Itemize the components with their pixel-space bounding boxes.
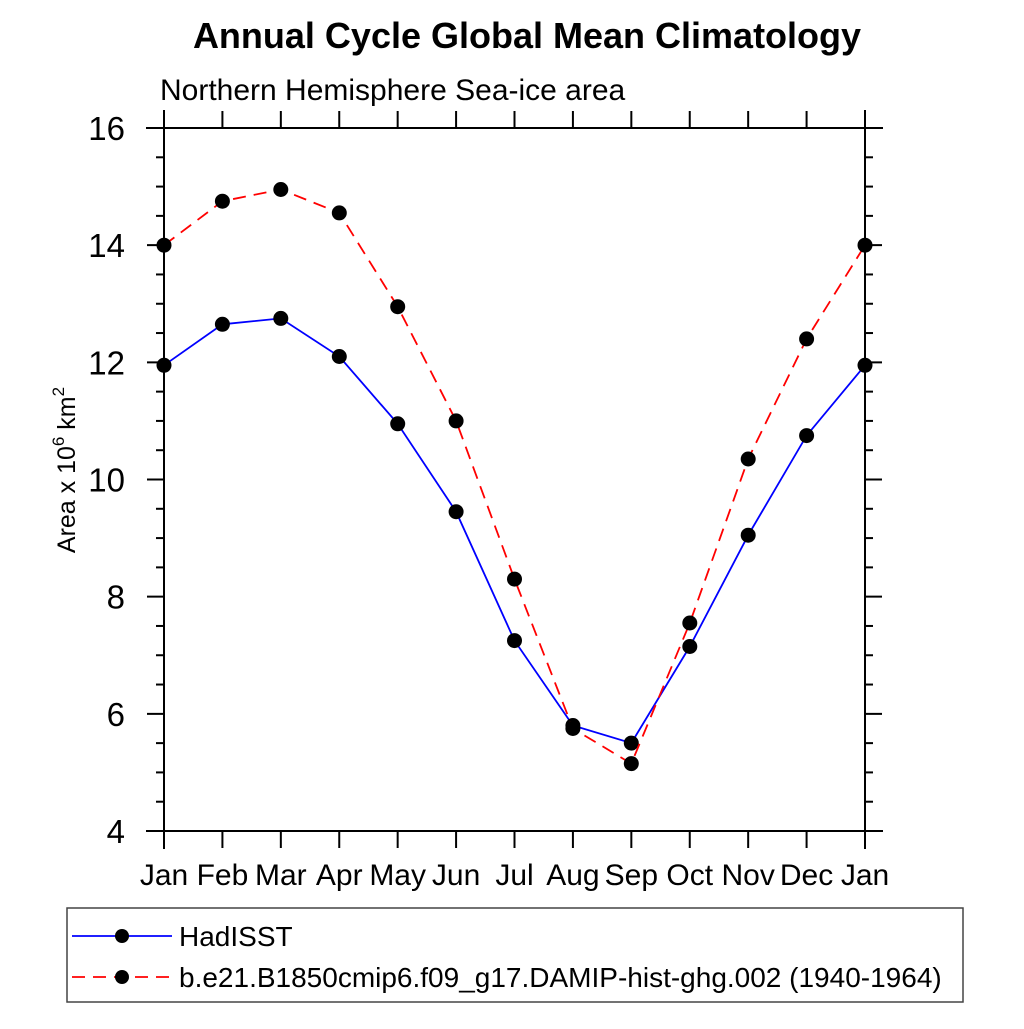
data-point-0-3 <box>331 349 347 364</box>
y-axis-title-exponent: 6 <box>49 437 68 446</box>
data-point-1-2 <box>273 182 289 197</box>
legend-box <box>66 907 964 1003</box>
y-axis-title-unit-exponent: 2 <box>49 387 68 396</box>
legend-samples <box>72 929 172 984</box>
month-label-3: Apr <box>316 859 363 892</box>
data-point-0-11 <box>799 428 815 444</box>
data-point-1-1 <box>214 193 230 209</box>
series-line-1 <box>163 188 866 765</box>
axes-layer: 4 6 8 10 12 14 16 Jan Feb Mar Apr May Jun Jul Aug Sep Oc… <box>88 110 889 892</box>
data-point-0-0 <box>156 357 172 373</box>
month-label-6: Jul <box>495 859 533 892</box>
y-axis-title: Area x 106 km2 <box>49 387 81 553</box>
y-tick-label-6: 6 <box>107 696 125 733</box>
legend-label-model: b.e21.B1850cmip6.f09_g17.DAMIP-hist-ghg.… <box>179 962 942 993</box>
legend: HadISST b.e21.B1850cmip6.f09_g17.DAMIP-h… <box>66 907 964 1003</box>
chart-title: Annual Cycle Global Mean Climatology <box>193 15 861 56</box>
data-point-0-1 <box>214 316 230 332</box>
data-point-1-7 <box>565 721 581 736</box>
data-point-1-12 <box>857 237 873 253</box>
month-label-10: Nov <box>721 859 774 892</box>
month-label-7: Aug <box>546 859 599 892</box>
month-label-4: May <box>369 859 426 892</box>
data-point-1-5 <box>448 413 464 429</box>
y-axis-title-main: Area x 10 <box>53 446 81 553</box>
y-tick-label-8: 8 <box>107 579 125 616</box>
data-point-0-12 <box>857 357 873 373</box>
month-label-0: Jan <box>140 859 188 892</box>
month-label-8: Sep <box>605 859 658 892</box>
chart-subtitle: Northern Hemisphere Sea-ice area <box>160 74 626 107</box>
data-point-0-10 <box>740 527 756 543</box>
data-point-1-11 <box>799 331 815 347</box>
y-tick-label-14: 14 <box>88 227 125 264</box>
legend-sample-marker-1 <box>115 970 129 984</box>
data-point-0-6 <box>507 633 522 649</box>
series-layer <box>156 182 873 772</box>
y-tick-label-16: 16 <box>88 110 125 147</box>
month-label-12: Jan <box>841 859 889 892</box>
month-label-9: Oct <box>666 859 713 892</box>
data-point-1-9 <box>682 615 698 631</box>
data-point-0-8 <box>623 735 639 751</box>
data-point-1-6 <box>507 571 522 587</box>
y-tick-label-12: 12 <box>88 344 125 381</box>
y-axis-title-unit: km <box>53 396 81 436</box>
y-tick-label-4: 4 <box>107 813 125 850</box>
month-label-2: Mar <box>255 859 307 892</box>
data-point-1-0 <box>156 237 172 253</box>
data-point-1-10 <box>740 451 756 467</box>
data-point-1-4 <box>390 299 406 315</box>
y-tick-label-10: 10 <box>88 462 125 499</box>
data-point-0-9 <box>682 639 698 654</box>
month-label-5: Jun <box>432 859 480 892</box>
series-line-0 <box>163 317 866 745</box>
month-label-1: Feb <box>197 859 249 892</box>
legend-label-hadisst: HadISST <box>179 921 293 952</box>
data-point-1-8 <box>623 756 639 772</box>
data-point-0-4 <box>390 416 406 432</box>
data-point-0-2 <box>273 310 289 326</box>
legend-sample-marker-0 <box>115 929 129 943</box>
data-point-1-3 <box>331 205 347 221</box>
data-point-0-5 <box>448 504 464 520</box>
month-label-11: Dec <box>780 859 833 892</box>
